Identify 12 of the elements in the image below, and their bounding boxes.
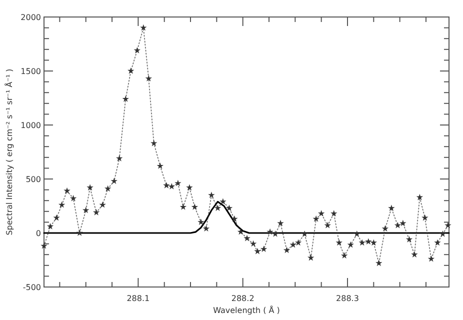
y-tick-label: 1000 — [20, 121, 41, 130]
x-axis-title: Wavelength ( Å ) — [213, 305, 280, 315]
x-tick-label: 288.3 — [336, 294, 359, 303]
y-tick-label: 0 — [36, 229, 41, 238]
x-tick-label: 288.1 — [126, 294, 150, 303]
line-series — [43, 200, 450, 234]
y-tick-label: 2000 — [20, 13, 41, 22]
y-tick-label: 500 — [26, 175, 41, 184]
y-axis-title: Spectral Intensity ( erg cm⁻² s⁻¹ sr⁻¹ Å⁻¹ ) — [4, 68, 14, 236]
x-tick-label: 288.2 — [231, 294, 254, 303]
y-tick-label: -500 — [22, 283, 41, 292]
y-tick-label: 1500 — [20, 67, 41, 76]
